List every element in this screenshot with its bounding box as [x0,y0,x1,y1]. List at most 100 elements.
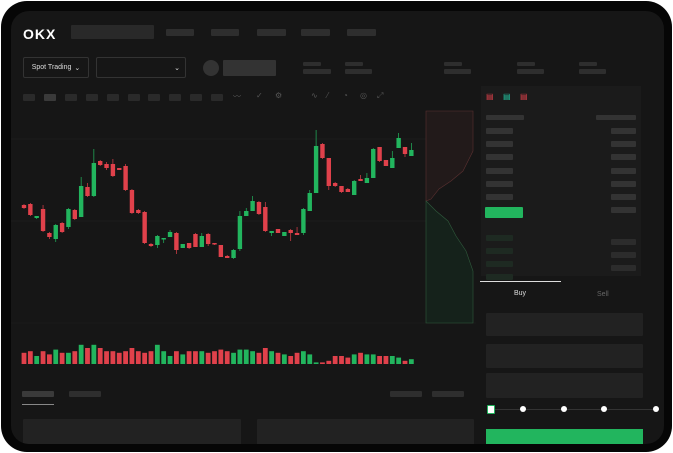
candle [390,151,395,168]
timeframe-button[interactable] [107,94,119,101]
volume-bar [78,344,84,364]
ask-amount [611,181,636,187]
slider-stop[interactable] [653,406,659,412]
candle [72,209,77,220]
volume-bar [47,354,52,364]
amount-input[interactable] [486,344,643,368]
candle-body [237,216,243,249]
timeframe-button[interactable] [169,94,181,101]
timeframe-button[interactable] [128,94,140,101]
volume-bar [154,344,160,364]
candle [78,177,84,217]
volume-bar [53,349,59,364]
bottom-action[interactable] [390,391,422,397]
timeframe-button[interactable] [190,94,202,101]
asks-only-icon[interactable]: ▤ [520,92,528,101]
slider-stop[interactable] [520,406,526,412]
volume-bar [97,348,103,364]
candle-body [180,244,185,248]
ruler-icon[interactable]: ⁄ [327,91,329,100]
ask-amount [611,194,636,200]
spot-trading-button[interactable]: Spot Trading ⌄ [23,57,89,78]
buy-tab-underline [480,281,561,282]
candle-body [256,202,262,214]
nav-item[interactable] [301,29,330,36]
bottom-action[interactable] [432,391,464,397]
candle [231,249,236,259]
candle [352,180,357,195]
buy-submit-button[interactable] [486,429,643,444]
candle [53,224,58,242]
stat-value [444,69,471,74]
slider-stop[interactable] [601,406,607,412]
candle [371,148,376,178]
both-sides-icon[interactable]: ▤ [486,92,494,101]
sell-tab[interactable]: Sell [597,291,609,298]
volume-bar [408,359,414,364]
candle-body [155,236,160,245]
stat-label [517,62,535,66]
stat-label [579,62,597,66]
assets-panel [257,419,474,444]
line-icon[interactable]: ∿ [311,91,318,100]
stat-label [444,62,462,66]
candle-body [193,234,198,247]
camera-icon[interactable]: ◔ [343,91,348,100]
candle-body [28,204,33,215]
timeframe-button[interactable] [86,94,98,101]
fullscreen-icon[interactable]: ⤢ [377,91,384,100]
volume-bar [123,351,128,364]
bid-price [486,274,513,280]
candle [294,227,300,235]
timeframe-button[interactable] [44,94,56,101]
candle [110,159,116,177]
nav-item[interactable] [211,29,239,36]
timeframe-button[interactable] [211,94,223,101]
leverage-slider[interactable] [491,409,657,410]
buy-tab[interactable]: Buy [514,290,527,297]
target-icon[interactable]: ◎ [360,91,367,100]
price-chart[interactable] [11,11,664,444]
candle [307,190,312,211]
indicator-icon[interactable]: ✓ [256,91,263,100]
pair-select[interactable]: ⌄ [96,57,186,78]
search-bar[interactable] [71,25,154,39]
candle-body [282,232,287,236]
nav-item[interactable] [166,29,194,36]
volume-bar [383,356,389,364]
candle [396,133,401,148]
candle-body [225,256,230,258]
bids-only-icon[interactable]: ▤ [503,92,511,101]
slider-stop[interactable] [561,406,567,412]
bottom-tab-history[interactable] [69,391,101,397]
candle-type-icon[interactable]: 〰 [233,92,241,101]
candle [332,182,338,187]
candle [383,160,389,166]
volume-bar [326,360,332,364]
nav-item[interactable] [347,29,376,36]
candle-body [40,209,46,231]
mode-label: Spot Trading [31,64,72,71]
candle [275,229,281,233]
volume-bar [129,348,135,364]
bottom-tab-orders[interactable] [22,391,54,397]
timeframe-button[interactable] [65,94,77,101]
candle [212,243,217,245]
candle [161,238,166,243]
volume-bar [402,360,408,364]
timeframe-button[interactable] [23,94,35,101]
timeframe-button[interactable] [148,94,160,101]
settings-icon[interactable]: ⚙ [275,91,283,100]
candle-body [205,234,211,244]
candle [282,232,287,236]
price-input[interactable] [486,313,643,336]
slider-handle[interactable] [487,405,495,414]
total-input[interactable] [486,373,643,398]
candle-body [148,244,154,246]
volume-bar [294,352,300,364]
candle-body [104,164,109,168]
nav-item[interactable] [257,29,286,36]
volume-bar [218,349,224,364]
candle [402,147,408,157]
